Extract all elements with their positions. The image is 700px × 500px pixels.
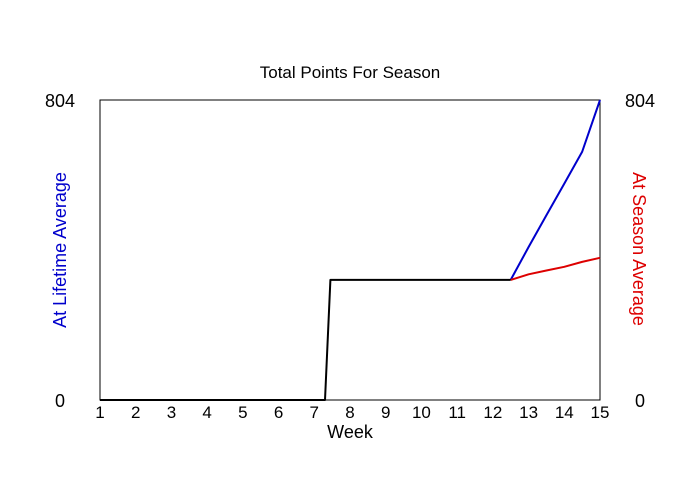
x-tick-labels: 1 2 3 4 5 6 7 8 9 10 11 12 13 14 15: [95, 403, 609, 422]
x-axis-label: Week: [327, 422, 374, 442]
x-tick-label-2: 2: [131, 403, 140, 422]
x-tick-label-14: 14: [555, 403, 574, 422]
chart-title: Total Points For Season: [260, 63, 440, 82]
series-line-0: [509, 99, 601, 281]
x-tick-label-10: 10: [412, 403, 431, 422]
x-tick-label-12: 12: [483, 403, 502, 422]
x-tick-label-13: 13: [519, 403, 538, 422]
x-tick-label-3: 3: [167, 403, 176, 422]
x-tick-label-7: 7: [310, 403, 319, 422]
series-line-2: [100, 278, 511, 401]
x-tick-label-9: 9: [381, 403, 390, 422]
x-tick-label-6: 6: [274, 403, 283, 422]
y-right-axis-label: At Season Average: [629, 172, 649, 326]
y-left-min-label: 0: [55, 391, 65, 411]
x-tick-label-5: 5: [238, 403, 247, 422]
x-tick-label-1: 1: [95, 403, 104, 422]
series-lines: [100, 99, 601, 401]
y-left-max-label: 804: [45, 91, 75, 111]
x-tick-label-8: 8: [345, 403, 354, 422]
series-line-1: [510, 256, 601, 281]
y-right-min-label: 0: [635, 391, 645, 411]
x-tick-label-15: 15: [591, 403, 610, 422]
x-tick-label-4: 4: [202, 403, 211, 422]
y-right-max-label: 804: [625, 91, 655, 111]
y-left-axis-label: At Lifetime Average: [50, 172, 70, 328]
x-tick-label-11: 11: [448, 403, 466, 422]
plot-frame: [99, 99, 601, 401]
